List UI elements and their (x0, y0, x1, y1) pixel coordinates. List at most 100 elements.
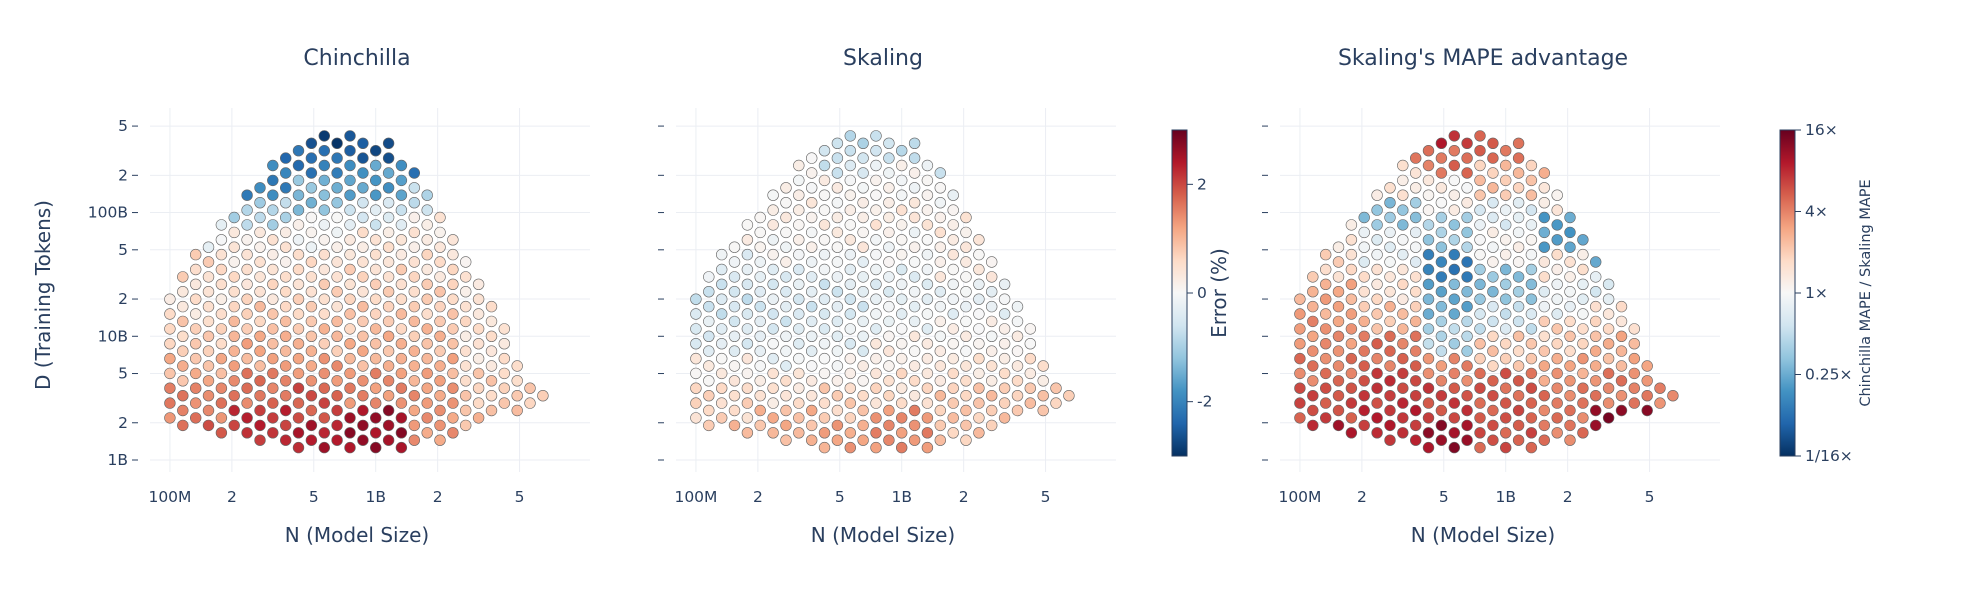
data-point (267, 293, 279, 305)
data-point (318, 293, 330, 305)
data-point (1512, 167, 1525, 179)
data-point (767, 367, 779, 380)
data-point (1358, 211, 1370, 224)
data-point (1512, 330, 1525, 342)
data-point (190, 308, 202, 320)
data-point (485, 390, 498, 402)
data-point (241, 308, 253, 320)
data-point (1615, 404, 1628, 417)
data-point (960, 375, 972, 387)
data-point (883, 137, 895, 150)
data-point (305, 419, 318, 432)
data-point (280, 375, 292, 387)
data-point (690, 323, 702, 335)
panel-3-title: Skaling's MAPE advantage (1338, 46, 1628, 71)
data-point (1474, 382, 1486, 394)
data-point (767, 412, 779, 424)
data-point (202, 404, 215, 417)
data-point (292, 367, 305, 380)
data-point (382, 226, 395, 239)
x-tick-label: 5 (1041, 488, 1051, 506)
data-point (1564, 211, 1576, 224)
data-point (1499, 219, 1512, 231)
data-point (1345, 278, 1358, 290)
data-point (998, 323, 1011, 335)
data-point (1422, 397, 1435, 409)
data-point (780, 419, 792, 432)
data-point (202, 390, 215, 402)
data-point (1294, 382, 1306, 394)
data-point (1551, 293, 1563, 305)
data-point (767, 204, 779, 216)
data-point (870, 323, 882, 335)
data-point (357, 241, 369, 253)
data-point (908, 375, 921, 387)
data-point (921, 248, 934, 261)
data-point (818, 263, 831, 276)
data-point (1294, 323, 1306, 335)
data-point (793, 397, 805, 409)
data-point (1525, 204, 1538, 216)
data-point (895, 159, 908, 172)
data-point (1332, 315, 1345, 328)
data-point (292, 352, 305, 365)
data-point (164, 338, 176, 350)
data-point (241, 263, 253, 276)
data-point (818, 382, 831, 394)
data-point (754, 211, 766, 224)
data-point (1487, 137, 1499, 150)
data-point (1512, 345, 1525, 357)
data-point (883, 434, 895, 446)
data-point (883, 286, 895, 298)
data-point (793, 323, 805, 335)
data-point (370, 397, 382, 409)
data-point (1615, 360, 1628, 372)
data-point (998, 278, 1011, 290)
data-point (985, 419, 998, 432)
data-point (960, 271, 972, 283)
data-point (1332, 360, 1345, 372)
data-point (498, 367, 510, 380)
data-point (164, 293, 176, 305)
data-point (305, 345, 318, 357)
data-point (1332, 345, 1345, 357)
data-point (280, 182, 292, 194)
data-point (370, 204, 382, 216)
colorbar-tick-label: 1/16× (1805, 447, 1853, 465)
data-point (1358, 390, 1370, 402)
data-point (331, 330, 343, 342)
data-point (241, 278, 253, 290)
data-point (754, 375, 766, 387)
data-point (767, 352, 779, 365)
data-point (254, 256, 266, 268)
data-point (895, 174, 908, 187)
data-point (280, 390, 292, 402)
data-point (267, 352, 279, 365)
data-point (395, 293, 408, 305)
data-point (1628, 367, 1641, 380)
data-point (1499, 278, 1512, 290)
data-point (1448, 293, 1461, 305)
data-point (934, 197, 946, 209)
data-point (805, 182, 818, 194)
data-point (1024, 352, 1037, 365)
data-point (1332, 256, 1345, 268)
data-point (1319, 308, 1332, 320)
data-point (1487, 197, 1499, 209)
data-point (408, 315, 420, 328)
data-point (1332, 300, 1345, 313)
data-point (1512, 300, 1525, 313)
data-point (1474, 308, 1486, 320)
data-point (805, 330, 818, 342)
data-point (1332, 241, 1345, 253)
data-point (831, 315, 844, 328)
data-point (1422, 293, 1435, 305)
data-point (1461, 286, 1473, 298)
data-point (1448, 323, 1461, 335)
colorbar-error-title: Error (%) (1207, 248, 1231, 338)
data-point (1384, 375, 1396, 387)
data-point (1294, 293, 1306, 305)
data-point (1435, 256, 1448, 268)
data-point (1319, 338, 1332, 350)
data-point (805, 197, 818, 209)
